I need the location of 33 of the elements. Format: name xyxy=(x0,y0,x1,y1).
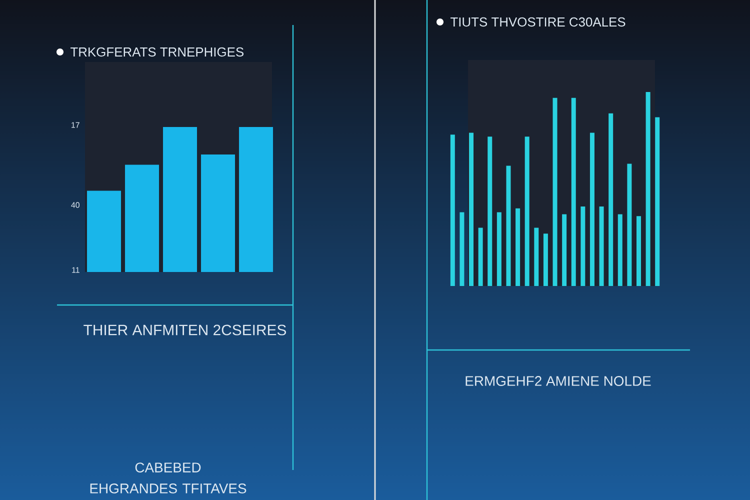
bar xyxy=(655,117,660,286)
text: CABEBED EHGRANDES TFITAVES xyxy=(90,462,246,494)
bar xyxy=(488,136,492,286)
bar xyxy=(580,206,586,286)
bar xyxy=(201,154,236,272)
bar xyxy=(125,164,159,272)
bar xyxy=(478,228,483,286)
bar xyxy=(543,234,548,286)
bar xyxy=(450,134,455,286)
bar xyxy=(163,126,198,272)
bar xyxy=(608,113,614,286)
text: THIER ANFMITEN 2CSEIRES xyxy=(84,324,286,336)
bar xyxy=(516,208,520,286)
bar xyxy=(636,216,641,286)
bar xyxy=(627,164,632,286)
bar xyxy=(469,132,474,286)
bar xyxy=(87,190,121,272)
chart-title: TIUTS THVOSTIRE C30ALES xyxy=(450,17,626,27)
bar xyxy=(534,228,539,286)
bar xyxy=(590,132,594,286)
bar xyxy=(460,212,464,286)
bar xyxy=(496,212,502,286)
chart-title: TRKGFERATS TRNEPHIGES xyxy=(70,47,244,57)
bar xyxy=(618,214,622,286)
bar xyxy=(506,166,511,286)
bar xyxy=(571,98,576,286)
text: ERMGEHF2 AMIENE NOLDE xyxy=(466,376,651,386)
bar xyxy=(524,136,530,286)
bar xyxy=(562,214,567,286)
bar xyxy=(239,126,274,272)
bar xyxy=(646,92,650,286)
bar xyxy=(599,206,604,286)
bar xyxy=(552,98,558,286)
